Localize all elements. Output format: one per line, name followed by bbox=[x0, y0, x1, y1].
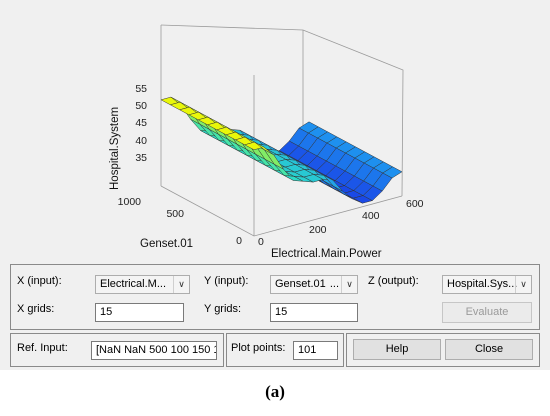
y-grids-label: Y grids: bbox=[204, 303, 242, 315]
help-button[interactable]: Help bbox=[353, 339, 441, 360]
close-button[interactable]: Close bbox=[445, 339, 533, 360]
surface-plot: 55 50 45 40 35 1000 500 0 0 200 400 600 … bbox=[109, 24, 424, 258]
y-input-value: Genset.01 bbox=[275, 278, 326, 290]
z-tick-40: 40 bbox=[135, 135, 147, 147]
z-output-value: Hospital.Sys... bbox=[447, 278, 518, 290]
x-tick-200: 200 bbox=[309, 224, 327, 236]
plot-points-label: Plot points: bbox=[231, 342, 286, 354]
z-tick-35: 35 bbox=[135, 152, 147, 164]
ref-input-panel: Ref. Input: [NaN NaN 500 100 150 150 bbox=[10, 333, 224, 367]
z-output-dropdown[interactable]: Hospital.Sys... ∨ bbox=[442, 275, 532, 294]
x-input-label: X (input): bbox=[17, 275, 62, 287]
z-tick-55: 55 bbox=[135, 83, 147, 95]
surface-plot-area: 55 50 45 40 35 1000 500 0 0 200 400 600 … bbox=[109, 24, 424, 258]
plot-points-panel: Plot points: 101 bbox=[226, 333, 344, 367]
x-tick-400: 400 bbox=[362, 210, 380, 222]
x-input-value: Electrical.M... bbox=[100, 278, 167, 290]
action-panel: Help Close bbox=[346, 333, 540, 367]
ref-input-field[interactable]: [NaN NaN 500 100 150 150 bbox=[91, 341, 217, 360]
y-tick-500: 500 bbox=[166, 208, 184, 220]
figure-caption: (a) bbox=[0, 382, 550, 402]
y-axis-label: Genset.01 bbox=[140, 238, 193, 250]
x-tick-0: 0 bbox=[258, 236, 264, 248]
surface-mesh bbox=[160, 96, 403, 204]
chevron-down-icon: ∨ bbox=[341, 276, 357, 293]
z-tick-50: 50 bbox=[135, 100, 147, 112]
y-tick-1000: 1000 bbox=[118, 196, 142, 208]
more-dots: ... bbox=[329, 278, 339, 290]
plot-points-input[interactable]: 101 bbox=[293, 341, 338, 360]
chevron-down-icon: ∨ bbox=[173, 276, 189, 293]
y-input-label: Y (input): bbox=[204, 275, 249, 287]
y-grids-input[interactable]: 15 bbox=[270, 303, 358, 322]
x-grids-label: X grids: bbox=[17, 303, 55, 315]
x-input-dropdown[interactable]: Electrical.M... ∨ bbox=[95, 275, 190, 294]
x-tick-600: 600 bbox=[406, 198, 424, 210]
z-tick-45: 45 bbox=[135, 117, 147, 129]
z-axis-label: Hospital.System bbox=[109, 107, 121, 190]
y-tick-0: 0 bbox=[236, 235, 242, 247]
fuzzy-surface-viewer: 55 50 45 40 35 1000 500 0 0 200 400 600 … bbox=[0, 0, 550, 370]
z-output-label: Z (output): bbox=[368, 275, 419, 287]
x-axis-label: Electrical.Main.Power bbox=[271, 248, 382, 258]
surface-cell bbox=[382, 166, 403, 179]
axis-settings-panel: X (input): Electrical.M... ∨ Y (input): … bbox=[10, 264, 540, 330]
ref-input-label: Ref. Input: bbox=[17, 342, 68, 354]
evaluate-button[interactable]: Evaluate bbox=[442, 302, 532, 323]
y-input-dropdown[interactable]: Genset.01 ... ∨ bbox=[270, 275, 358, 294]
x-grids-input[interactable]: 15 bbox=[95, 303, 184, 322]
chevron-down-icon: ∨ bbox=[515, 276, 531, 293]
caption-label: (a) bbox=[265, 382, 285, 401]
